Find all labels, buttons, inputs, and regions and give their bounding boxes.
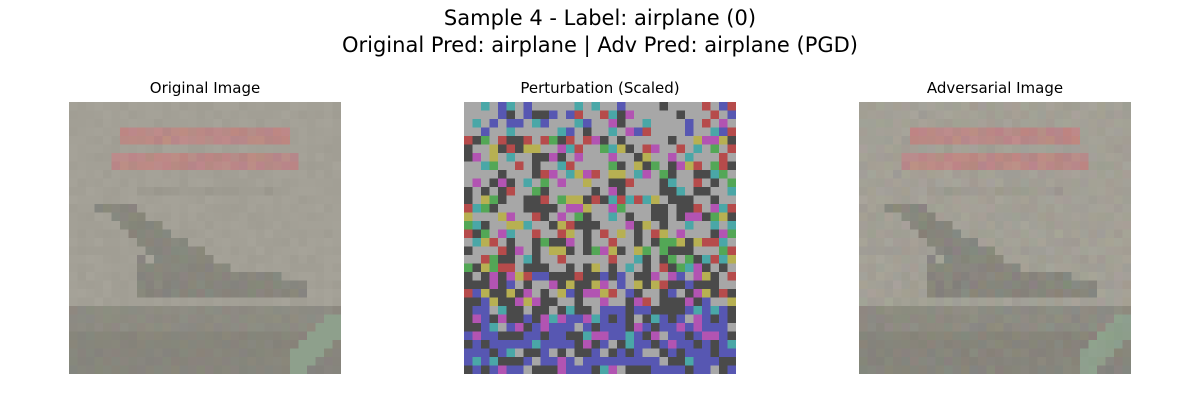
perturbation-image-canvas — [464, 102, 736, 374]
original-image-canvas — [69, 102, 341, 374]
adversarial-image-title: Adversarial Image — [926, 79, 1064, 97]
original-image-title: Original Image — [149, 79, 261, 97]
perturbation-title: Perturbation (Scaled) — [520, 79, 680, 97]
original-image — [69, 102, 341, 374]
adversarial-image-canvas — [859, 102, 1131, 374]
figure-suptitle-line2: Original Pred: airplane | Adv Pred: airp… — [341, 33, 858, 57]
perturbation-image — [464, 102, 736, 374]
adversarial-image — [859, 102, 1131, 374]
figure-suptitle-line1: Sample 4 - Label: airplane (0) — [443, 6, 757, 30]
